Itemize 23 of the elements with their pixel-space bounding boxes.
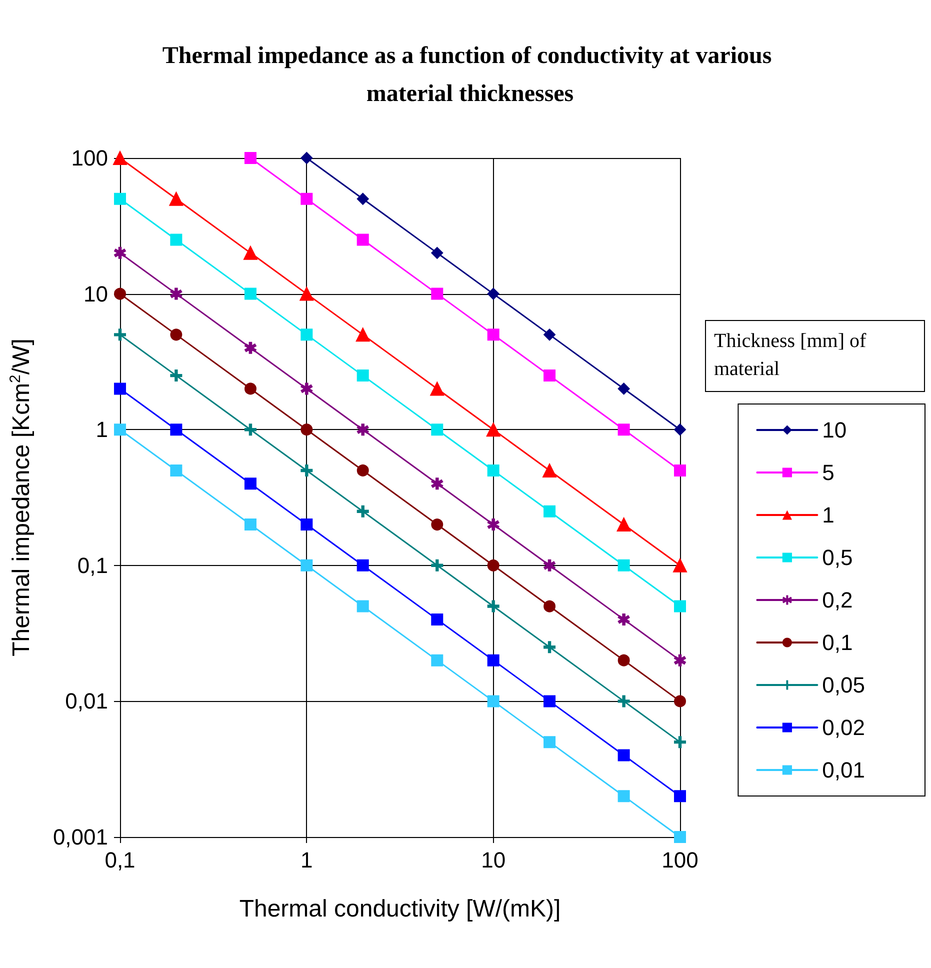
chart-title: Thermal impedance as a function of conductivity at various material thicknesses	[162, 43, 778, 107]
legend-label: 10	[822, 418, 847, 442]
legend-label: 1	[822, 502, 834, 528]
y-tick-label: 100	[71, 146, 108, 170]
y-tick-label: 0,1	[77, 552, 108, 578]
x-tick-label: 1	[300, 848, 313, 872]
legend-label: 0,1	[822, 630, 853, 655]
y-tick-label: 1	[96, 417, 108, 442]
y-tick-label: 10	[84, 281, 108, 306]
legend-title: Thickness [mm] of material	[714, 330, 872, 380]
y-tick-label: 0,001	[52, 824, 108, 850]
legend-label: 5	[822, 460, 834, 485]
y-tick-label: 0,01	[65, 688, 108, 714]
legend-label: 0,2	[822, 588, 853, 612]
legend-label: 0,01	[822, 758, 866, 782]
legend-label: 0,5	[822, 545, 853, 570]
x-tick-label: 10	[481, 848, 506, 872]
x-tick-label: 100	[662, 848, 698, 872]
x-tick-label: 0,1	[104, 848, 136, 872]
legend-label: 0,02	[822, 715, 866, 740]
legend-label: 0,05	[822, 672, 866, 698]
x-axis-title: Thermal conductivity [W/(mK)]	[239, 896, 561, 922]
y-axis-title: Thermal impedance [Kcm2/W]	[7, 338, 35, 656]
